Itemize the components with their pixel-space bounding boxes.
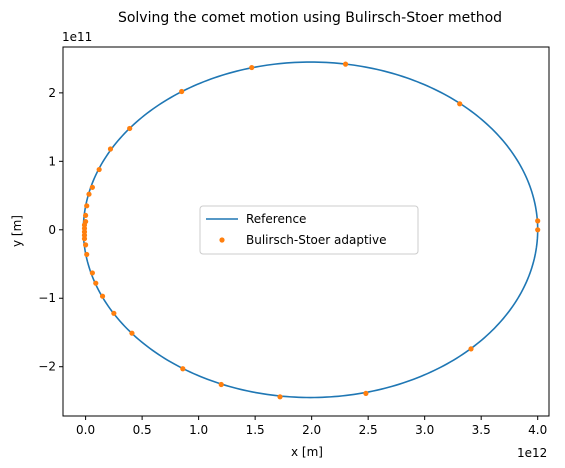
bulirsch-stoer-point	[83, 242, 89, 248]
bulirsch-stoer-point	[535, 218, 541, 224]
legend: Reference Bulirsch-Stoer adaptive	[199, 205, 419, 255]
bulirsch-stoer-point	[83, 212, 89, 219]
bulirsch-stoer-point	[179, 88, 185, 95]
x-tick-label: 1.5	[246, 423, 265, 437]
bulirsch-stoer-point	[93, 280, 99, 286]
series-layer	[81, 61, 541, 400]
x-axis-label: x [m]	[291, 445, 323, 459]
bulirsch-stoer-point	[86, 191, 92, 197]
bulirsch-stoer-point	[129, 330, 135, 336]
x-tick-label: 2.0	[302, 423, 321, 437]
bulirsch-stoer-point	[363, 390, 369, 397]
y-tick-label: −2	[38, 360, 56, 374]
plot-frame	[62, 46, 550, 417]
legend-bulirsch-stoer-swatch	[219, 237, 225, 243]
bulirsch-stoer-point	[249, 64, 255, 71]
legend-reference-label: Reference	[246, 212, 306, 226]
x-tick-label: 0.5	[133, 423, 152, 437]
bulirsch-stoer-point	[218, 381, 224, 388]
bulirsch-stoer-point	[99, 293, 106, 299]
bulirsch-stoer-point	[84, 203, 90, 209]
bulirsch-stoer-point	[277, 394, 283, 400]
bulirsch-stoer-point	[180, 366, 186, 372]
bulirsch-stoer-point	[81, 236, 88, 242]
bulirsch-stoer-point	[107, 146, 114, 152]
x-tick-label: 1.0	[189, 423, 208, 437]
bulirsch-stoer-point	[89, 270, 95, 276]
bulirsch-stoer-point	[535, 227, 541, 233]
bulirsch-stoer-point	[468, 346, 474, 352]
y-tick-label: −1	[38, 291, 56, 305]
x-offset-label: 1e12	[517, 446, 547, 460]
bulirsch-stoer-point	[342, 61, 349, 67]
y-axis: −2 −1 0 1 2	[38, 86, 63, 374]
y-axis-label: y [m]	[10, 215, 24, 247]
x-tick-label: 3.0	[415, 423, 434, 437]
x-tick-label: 4.0	[528, 423, 547, 437]
bulirsch-stoer-point	[89, 184, 95, 190]
bulirsch-stoer-point	[127, 125, 133, 132]
x-tick-label: 0.0	[76, 423, 95, 437]
legend-box	[199, 205, 419, 255]
y-offset-label: 1e11	[62, 30, 92, 44]
plot-area	[62, 46, 550, 417]
y-tick-label: 0	[48, 223, 56, 237]
y-tick-label: 1	[48, 154, 56, 168]
bulirsch-stoer-point	[96, 166, 102, 173]
legend-bulirsch-stoer-label: Bulirsch-Stoer adaptive	[246, 233, 386, 247]
x-axis: 0.0 0.5 1.0 1.5 2.0 2.5 3.0 3.5 4.0	[76, 416, 547, 437]
bulirsch-stoer-point	[84, 251, 90, 258]
x-tick-label: 2.5	[359, 423, 378, 437]
bulirsch-stoer-point	[457, 101, 463, 107]
x-tick-label: 3.5	[472, 423, 491, 437]
chart-title: Solving the comet motion using Bulirsch-…	[118, 10, 502, 26]
bulirsch-stoer-point	[111, 310, 117, 316]
y-tick-label: 2	[48, 86, 56, 100]
